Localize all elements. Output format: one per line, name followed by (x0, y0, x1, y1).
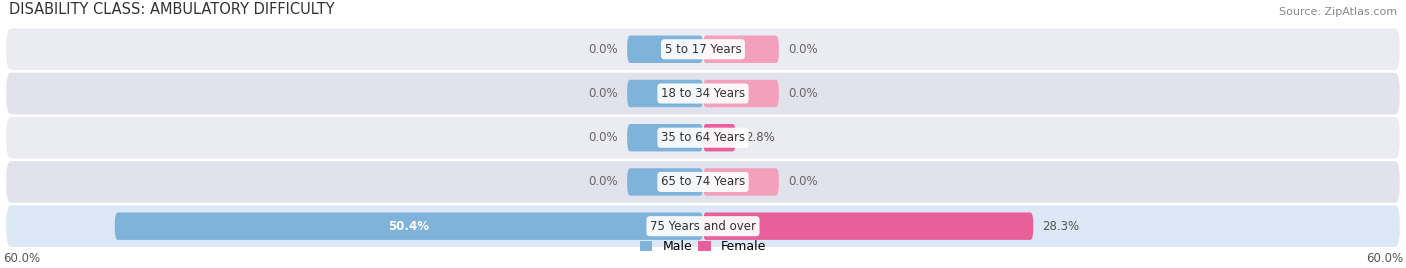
Legend: Male, Female: Male, Female (636, 235, 770, 258)
FancyBboxPatch shape (627, 36, 703, 63)
Text: 0.0%: 0.0% (588, 43, 617, 56)
FancyBboxPatch shape (703, 213, 1033, 240)
FancyBboxPatch shape (627, 124, 703, 151)
FancyBboxPatch shape (703, 80, 779, 107)
FancyBboxPatch shape (6, 28, 1400, 70)
Text: 18 to 34 Years: 18 to 34 Years (661, 87, 745, 100)
Text: 60.0%: 60.0% (3, 252, 39, 265)
FancyBboxPatch shape (6, 117, 1400, 158)
FancyBboxPatch shape (627, 168, 703, 196)
FancyBboxPatch shape (6, 161, 1400, 203)
FancyBboxPatch shape (6, 205, 1400, 247)
Text: DISABILITY CLASS: AMBULATORY DIFFICULTY: DISABILITY CLASS: AMBULATORY DIFFICULTY (8, 2, 335, 17)
Text: 28.3%: 28.3% (1043, 220, 1080, 233)
FancyBboxPatch shape (115, 213, 703, 240)
Text: 0.0%: 0.0% (588, 176, 617, 188)
FancyBboxPatch shape (6, 73, 1400, 114)
Text: 65 to 74 Years: 65 to 74 Years (661, 176, 745, 188)
Text: 0.0%: 0.0% (789, 176, 818, 188)
Text: 60.0%: 60.0% (1367, 252, 1403, 265)
Text: 0.0%: 0.0% (588, 87, 617, 100)
Text: 5 to 17 Years: 5 to 17 Years (665, 43, 741, 56)
Text: 35 to 64 Years: 35 to 64 Years (661, 131, 745, 144)
FancyBboxPatch shape (703, 124, 735, 151)
Text: Source: ZipAtlas.com: Source: ZipAtlas.com (1279, 8, 1398, 17)
Text: 75 Years and over: 75 Years and over (650, 220, 756, 233)
Text: 50.4%: 50.4% (388, 220, 429, 233)
Text: 0.0%: 0.0% (789, 87, 818, 100)
Text: 2.8%: 2.8% (745, 131, 775, 144)
FancyBboxPatch shape (627, 80, 703, 107)
Text: 0.0%: 0.0% (588, 131, 617, 144)
FancyBboxPatch shape (703, 36, 779, 63)
Text: 0.0%: 0.0% (789, 43, 818, 56)
FancyBboxPatch shape (703, 168, 779, 196)
